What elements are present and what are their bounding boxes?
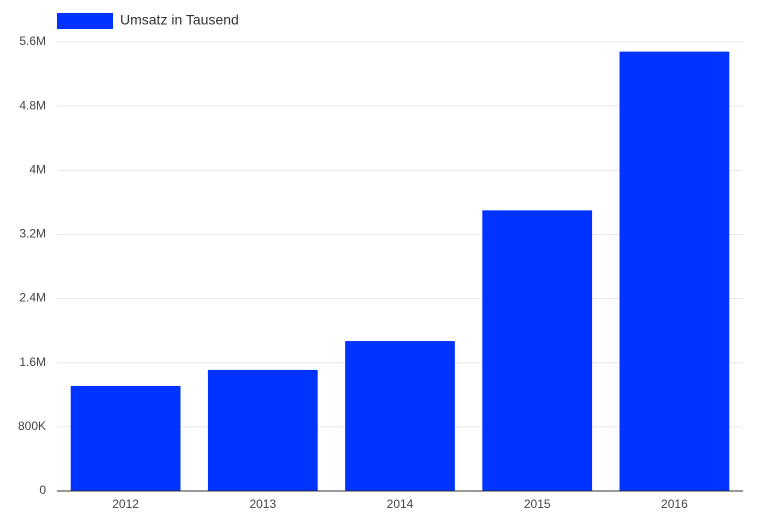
x-tick-label: 2015: [524, 497, 551, 511]
y-tick-label: 1.6M: [19, 355, 46, 369]
bar: [619, 51, 730, 491]
x-tick-label: 2013: [249, 497, 276, 511]
y-tick-label: 5.6M: [19, 34, 46, 48]
y-tick-label: 2.4M: [19, 291, 46, 305]
bar: [345, 341, 455, 491]
bar: [207, 369, 318, 491]
y-tick-label: 4.8M: [19, 98, 46, 112]
y-tick-label: 0: [39, 483, 46, 497]
legend-label: Umsatz in Tausend: [120, 12, 239, 28]
y-tick-label: 3.2M: [19, 227, 46, 241]
x-tick-label: 2012: [112, 497, 139, 511]
x-tick-label: 2014: [387, 497, 414, 511]
legend-swatch: [57, 13, 113, 29]
y-tick-label: 800K: [18, 419, 46, 433]
x-tick-label: 2016: [661, 497, 688, 511]
bar: [70, 385, 181, 491]
bar: [482, 210, 593, 491]
y-tick-label: 4M: [29, 162, 46, 176]
